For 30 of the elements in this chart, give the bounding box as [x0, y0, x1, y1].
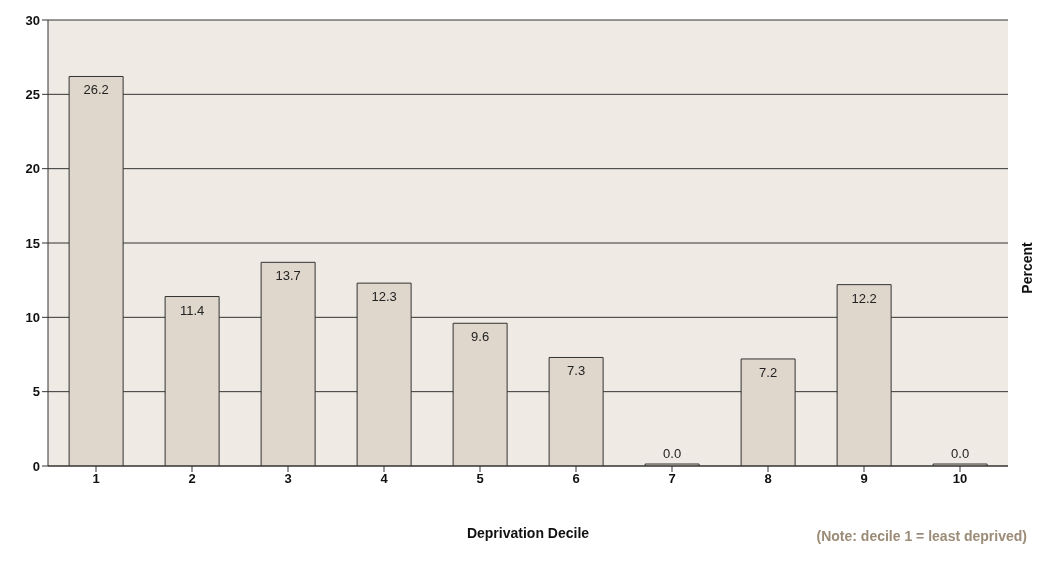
data-label: 7.3 [567, 363, 586, 379]
data-label: 0.0 [663, 446, 682, 461]
y-tick-label: 15 [25, 235, 40, 251]
y-tick-label: 25 [25, 86, 40, 102]
text: (Note: decile 1 = least deprived) [816, 528, 1027, 544]
x-tick-label: 6 [572, 471, 580, 487]
x-axis-title: Deprivation Decile [466, 525, 590, 541]
data-label: 12.3 [371, 289, 397, 305]
y-tick-label: 20 [25, 161, 40, 177]
x-tick-label: 8 [764, 471, 772, 487]
x-tick-label: 2 [188, 471, 196, 487]
data-label: 7.2 [759, 364, 778, 380]
y-tick-label: 5 [32, 384, 40, 400]
y-axis-title: Percent [1019, 242, 1036, 294]
y-tick-label: 0 [32, 458, 40, 474]
x-tick-label: 3 [284, 471, 292, 487]
data-label: 11.4 [179, 302, 205, 318]
data-label: 13.7 [275, 268, 301, 284]
x-tick-label: 9 [860, 471, 868, 487]
y-tick-label: 30 [25, 12, 40, 28]
y-tick-label: 10 [25, 309, 40, 325]
x-tick-label: 1 [92, 471, 100, 487]
data-label: 26.2 [83, 82, 109, 98]
x-tick-label: 5 [476, 471, 484, 487]
x-tick-label: 10 [952, 471, 968, 487]
x-tick-label: 4 [380, 471, 389, 487]
x-tick-label: 7 [668, 471, 676, 487]
data-label: 9.6 [471, 329, 490, 345]
data-label: 12.2 [851, 290, 877, 306]
data-label: 0.0 [951, 446, 970, 461]
